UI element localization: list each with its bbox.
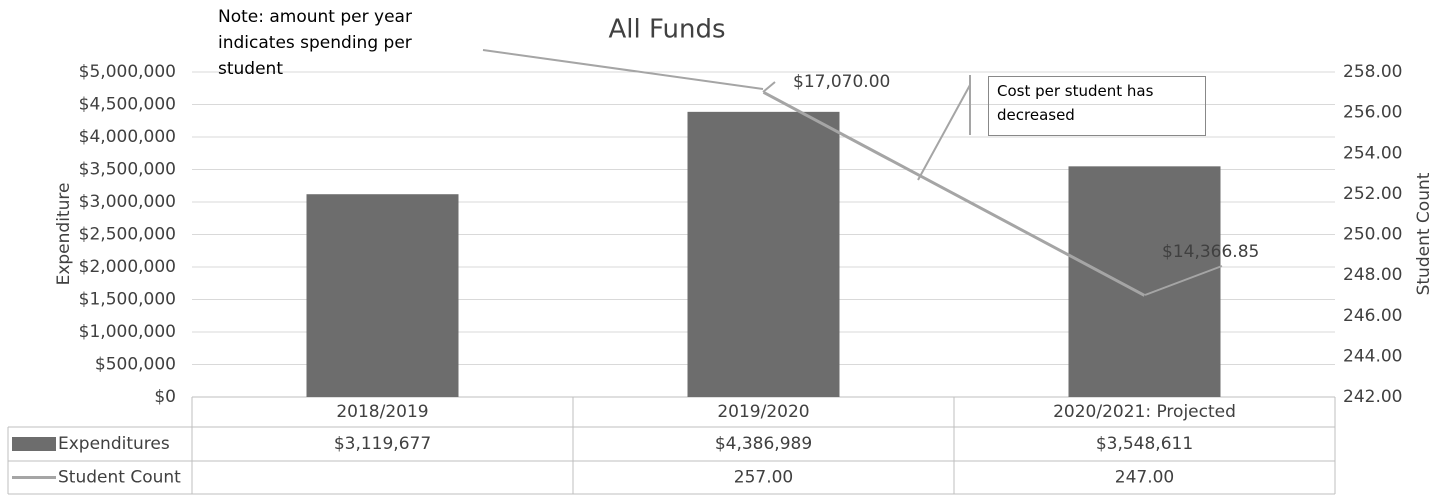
y-tick-label: $2,000,000 bbox=[79, 257, 176, 277]
y-tick-label: $1,000,000 bbox=[79, 322, 176, 342]
legend-label: Student Count bbox=[58, 468, 181, 488]
y-tick-label: $5,000,000 bbox=[79, 62, 176, 82]
y2-axis-label: Student Count bbox=[1414, 172, 1434, 295]
chart-title: All Funds bbox=[608, 15, 725, 45]
data-annotation: $17,070.00 bbox=[793, 72, 890, 92]
x-tick-label: 2020/2021: Projected bbox=[1053, 402, 1236, 422]
bar bbox=[306, 194, 459, 397]
y2-tick-label: 258.00 bbox=[1343, 62, 1402, 82]
y2-tick-label: 252.00 bbox=[1343, 184, 1402, 204]
y2-tick-label: 256.00 bbox=[1343, 103, 1402, 123]
y2-tick-label: 246.00 bbox=[1343, 306, 1402, 326]
table-value: $4,386,989 bbox=[715, 434, 812, 454]
y-tick-label: $4,000,000 bbox=[79, 127, 176, 147]
y-tick-label: $4,500,000 bbox=[79, 95, 176, 115]
leader-line bbox=[1144, 265, 1223, 296]
x-tick-label: 2018/2019 bbox=[336, 402, 428, 422]
y-tick-label: $0 bbox=[154, 387, 176, 407]
y2-tick-label: 244.00 bbox=[1343, 346, 1402, 366]
legend-label: Expenditures bbox=[58, 434, 170, 454]
table-value: 247.00 bbox=[1115, 468, 1174, 488]
leader-line bbox=[762, 81, 776, 93]
y-tick-label: $3,500,000 bbox=[79, 160, 176, 180]
y-tick-label: $2,500,000 bbox=[79, 225, 176, 245]
note: Note: amount per year indicates spending… bbox=[218, 7, 412, 79]
annotation-box: Cost per student has decreased bbox=[988, 76, 1206, 136]
y2-tick-label: 254.00 bbox=[1343, 143, 1402, 163]
bar bbox=[1068, 166, 1221, 397]
table-value: $3,548,611 bbox=[1096, 434, 1193, 454]
y2-tick-label: 248.00 bbox=[1343, 265, 1402, 285]
x-tick-label: 2019/2020 bbox=[717, 402, 809, 422]
leader-line bbox=[482, 49, 764, 90]
table-value: $3,119,677 bbox=[334, 434, 431, 454]
y-tick-label: $500,000 bbox=[95, 355, 176, 375]
legend-key bbox=[12, 437, 56, 451]
y2-tick-label: 250.00 bbox=[1343, 225, 1402, 245]
y2-tick-label: 242.00 bbox=[1343, 387, 1402, 407]
data-annotation: $14,366.85 bbox=[1162, 242, 1259, 262]
leader-line bbox=[917, 84, 971, 181]
bar bbox=[687, 111, 840, 398]
y-tick-label: $1,500,000 bbox=[79, 290, 176, 310]
y-tick-label: $3,000,000 bbox=[79, 192, 176, 212]
table-value: 257.00 bbox=[734, 468, 793, 488]
y-axis-label: Expenditure bbox=[54, 183, 74, 286]
line bbox=[762, 90, 1146, 297]
